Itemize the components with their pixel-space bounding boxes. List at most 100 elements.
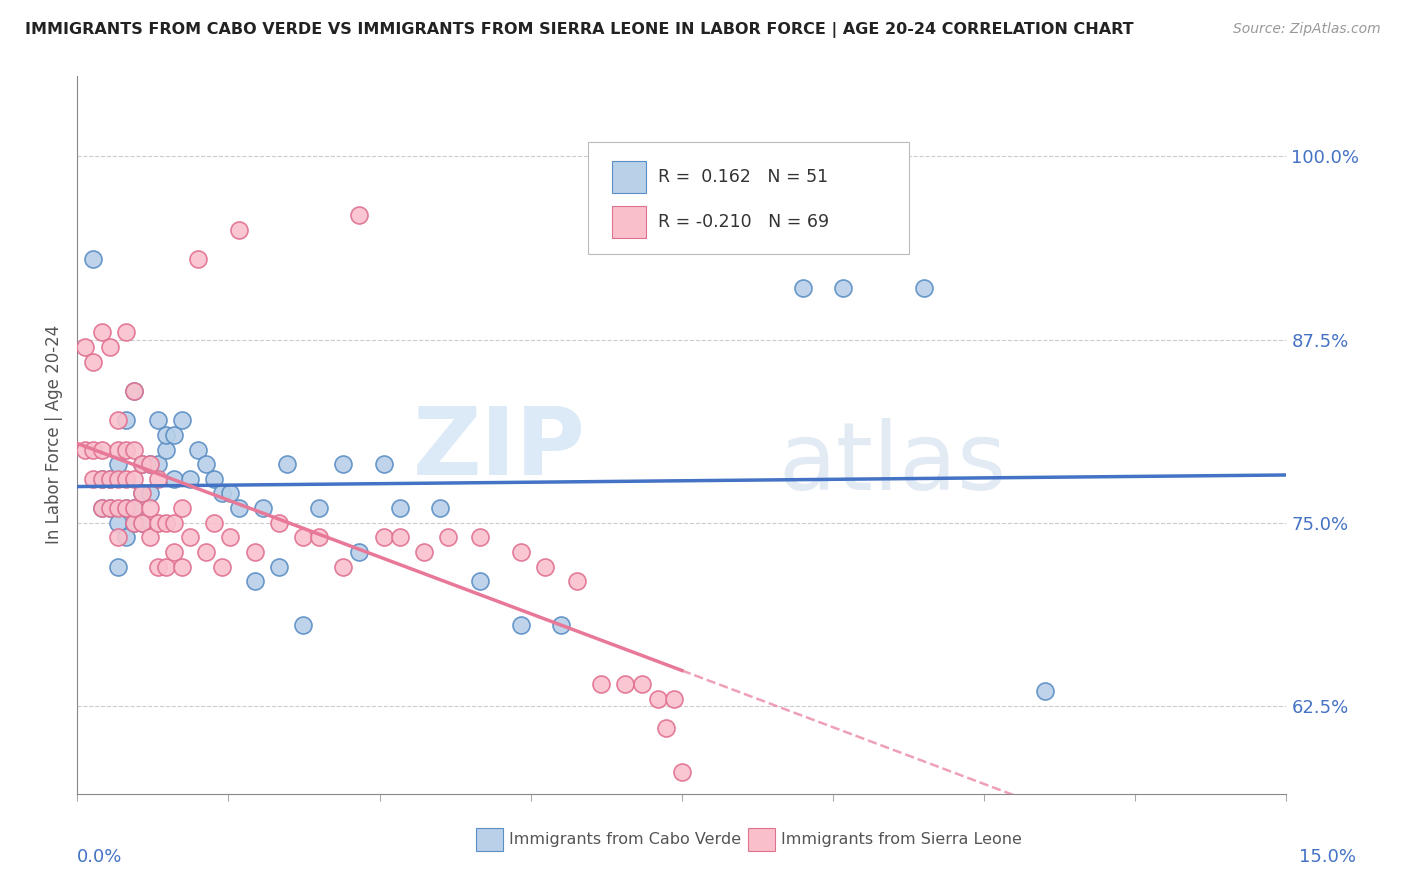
- Point: [114, 501, 136, 516]
- Point: [155, 516, 177, 530]
- Text: ZIP: ZIP: [412, 403, 585, 495]
- Point: [172, 501, 194, 516]
- Point: [243, 574, 266, 589]
- Point: [509, 618, 531, 632]
- Point: [792, 281, 814, 295]
- Point: [131, 486, 153, 500]
- Point: [332, 559, 354, 574]
- Point: [107, 559, 129, 574]
- FancyBboxPatch shape: [477, 829, 503, 851]
- Y-axis label: In Labor Force | Age 20-24: In Labor Force | Age 20-24: [45, 326, 63, 544]
- Point: [90, 325, 112, 339]
- Point: [107, 501, 129, 516]
- Point: [107, 457, 129, 471]
- Point: [437, 530, 460, 544]
- Point: [163, 427, 186, 442]
- Point: [187, 252, 209, 266]
- Point: [413, 545, 436, 559]
- Point: [98, 501, 121, 516]
- Point: [470, 574, 492, 589]
- Point: [146, 559, 169, 574]
- Text: Immigrants from Sierra Leone: Immigrants from Sierra Leone: [782, 832, 1022, 847]
- Point: [252, 501, 274, 516]
- Point: [211, 486, 233, 500]
- Point: [139, 501, 162, 516]
- Point: [509, 545, 531, 559]
- Point: [107, 413, 129, 427]
- Point: [429, 501, 451, 516]
- Point: [139, 486, 162, 500]
- Point: [122, 516, 145, 530]
- Point: [292, 618, 315, 632]
- Point: [662, 691, 685, 706]
- Point: [228, 501, 250, 516]
- Point: [614, 677, 637, 691]
- Point: [146, 472, 169, 486]
- Point: [146, 516, 169, 530]
- Point: [122, 384, 145, 398]
- Point: [114, 442, 136, 457]
- Point: [146, 457, 169, 471]
- FancyBboxPatch shape: [748, 829, 775, 851]
- Point: [131, 516, 153, 530]
- Point: [122, 442, 145, 457]
- Point: [98, 501, 121, 516]
- Point: [832, 281, 855, 295]
- Point: [107, 442, 129, 457]
- Point: [267, 516, 290, 530]
- Text: 0.0%: 0.0%: [77, 847, 122, 866]
- Point: [98, 340, 121, 354]
- Point: [202, 472, 225, 486]
- Point: [308, 530, 330, 544]
- Point: [912, 281, 935, 295]
- Point: [107, 530, 129, 544]
- Point: [114, 501, 136, 516]
- Point: [75, 442, 97, 457]
- Point: [82, 354, 104, 368]
- Point: [90, 501, 112, 516]
- Point: [228, 222, 250, 236]
- Point: [349, 208, 371, 222]
- Point: [90, 501, 112, 516]
- Point: [75, 340, 97, 354]
- Point: [373, 530, 395, 544]
- Point: [671, 764, 693, 779]
- Point: [98, 472, 121, 486]
- Point: [630, 677, 652, 691]
- Point: [373, 457, 395, 471]
- Text: R =  0.162   N = 51: R = 0.162 N = 51: [658, 168, 828, 186]
- Point: [82, 472, 104, 486]
- Point: [647, 691, 669, 706]
- Point: [219, 530, 242, 544]
- Point: [155, 427, 177, 442]
- Point: [202, 516, 225, 530]
- Point: [131, 457, 153, 471]
- Point: [155, 442, 177, 457]
- Point: [122, 472, 145, 486]
- Point: [98, 472, 121, 486]
- Point: [114, 413, 136, 427]
- Point: [139, 530, 162, 544]
- FancyBboxPatch shape: [588, 142, 910, 254]
- Text: R = -0.210   N = 69: R = -0.210 N = 69: [658, 213, 830, 231]
- Point: [195, 545, 218, 559]
- Point: [131, 516, 153, 530]
- Point: [655, 721, 678, 735]
- Point: [114, 325, 136, 339]
- Point: [82, 442, 104, 457]
- Point: [349, 545, 371, 559]
- Point: [243, 545, 266, 559]
- Point: [155, 559, 177, 574]
- Point: [179, 530, 201, 544]
- Point: [172, 559, 194, 574]
- Point: [179, 472, 201, 486]
- Text: IMMIGRANTS FROM CABO VERDE VS IMMIGRANTS FROM SIERRA LEONE IN LABOR FORCE | AGE : IMMIGRANTS FROM CABO VERDE VS IMMIGRANTS…: [25, 22, 1133, 38]
- Point: [107, 472, 129, 486]
- Point: [388, 501, 411, 516]
- Point: [163, 472, 186, 486]
- Text: Immigrants from Cabo Verde: Immigrants from Cabo Verde: [509, 832, 741, 847]
- Point: [122, 384, 145, 398]
- Point: [90, 442, 112, 457]
- Text: atlas: atlas: [779, 417, 1007, 509]
- Point: [114, 530, 136, 544]
